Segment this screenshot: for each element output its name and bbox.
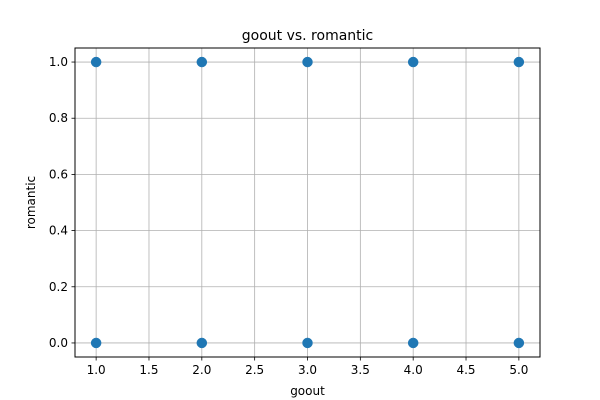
y-tick-label: 0.6	[49, 167, 68, 181]
data-point	[90, 337, 102, 349]
grid	[75, 48, 540, 357]
data-point	[90, 56, 102, 68]
x-tick-label: 1.5	[139, 363, 158, 377]
x-tick-label: 4.0	[404, 363, 423, 377]
x-tick-label: 2.0	[192, 363, 211, 377]
y-tick-label: 0.8	[49, 111, 68, 125]
x-tick-label: 5.0	[509, 363, 528, 377]
data-point	[513, 56, 525, 68]
y-axis-label: romantic	[24, 176, 38, 229]
x-tick-label: 2.5	[245, 363, 264, 377]
data-point	[407, 337, 419, 349]
data-point	[513, 337, 525, 349]
x-tick-label: 1.0	[87, 363, 106, 377]
x-axis-label: goout	[290, 384, 325, 398]
data-points	[90, 56, 525, 349]
x-tick-label: 4.5	[456, 363, 475, 377]
y-tick-label: 0.4	[49, 224, 68, 238]
x-tick-label: 3.5	[351, 363, 370, 377]
x-tick-label: 3.0	[298, 363, 317, 377]
y-tick-label: 0.0	[49, 336, 68, 350]
chart-title: goout vs. romantic	[242, 28, 374, 44]
y-tick-label: 0.2	[49, 280, 68, 294]
axis-ticks: 1.0 1.5 2.0 2.5 3.0 3.5 4.0 4.5 5.0 0.0 0.2 0.4 0.6 0…	[49, 55, 529, 377]
data-point	[196, 337, 208, 349]
data-point	[196, 56, 208, 68]
data-point	[302, 56, 313, 68]
data-point	[302, 337, 313, 349]
data-point	[407, 56, 419, 68]
y-tick-label: 1.0	[49, 55, 68, 69]
